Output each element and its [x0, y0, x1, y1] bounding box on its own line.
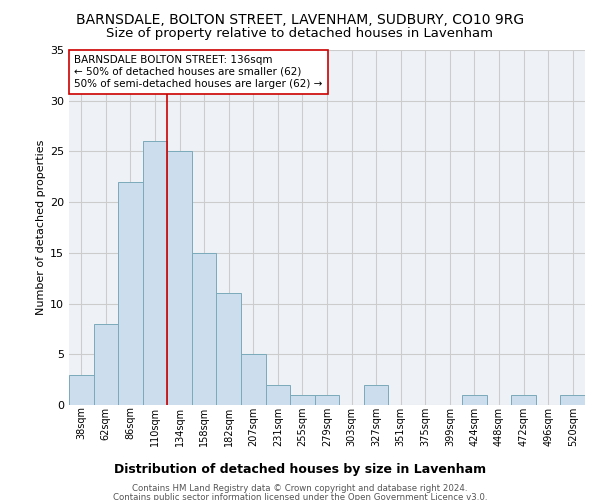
- Bar: [143, 142, 167, 405]
- Bar: [560, 395, 585, 405]
- Bar: [511, 395, 536, 405]
- Bar: [462, 395, 487, 405]
- Text: BARNSDALE BOLTON STREET: 136sqm
← 50% of detached houses are smaller (62)
50% of: BARNSDALE BOLTON STREET: 136sqm ← 50% of…: [74, 56, 323, 88]
- Bar: [167, 152, 192, 405]
- Bar: [315, 395, 339, 405]
- Y-axis label: Number of detached properties: Number of detached properties: [36, 140, 46, 315]
- Text: Contains HM Land Registry data © Crown copyright and database right 2024.: Contains HM Land Registry data © Crown c…: [132, 484, 468, 493]
- Bar: [69, 374, 94, 405]
- Bar: [241, 354, 266, 405]
- Bar: [217, 294, 241, 405]
- Bar: [364, 384, 388, 405]
- Text: Contains public sector information licensed under the Open Government Licence v3: Contains public sector information licen…: [113, 493, 487, 500]
- Bar: [94, 324, 118, 405]
- Text: Size of property relative to detached houses in Lavenham: Size of property relative to detached ho…: [107, 28, 493, 40]
- Text: Distribution of detached houses by size in Lavenham: Distribution of detached houses by size …: [114, 462, 486, 475]
- Bar: [290, 395, 315, 405]
- Bar: [118, 182, 143, 405]
- Bar: [266, 384, 290, 405]
- Text: BARNSDALE, BOLTON STREET, LAVENHAM, SUDBURY, CO10 9RG: BARNSDALE, BOLTON STREET, LAVENHAM, SUDB…: [76, 12, 524, 26]
- Bar: [192, 253, 217, 405]
